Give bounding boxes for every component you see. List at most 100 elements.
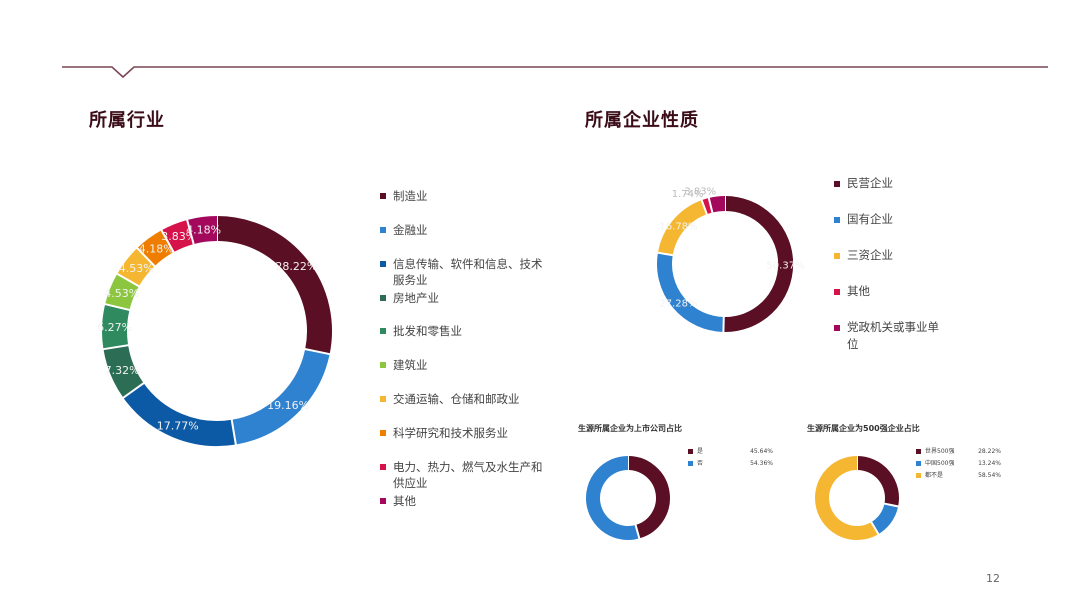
legend-swatch bbox=[380, 464, 386, 470]
legend-item: 其他 bbox=[380, 493, 550, 509]
legend-label: 信息传输、软件和信息、技术服务业 bbox=[393, 257, 543, 287]
data-label: 6.27% bbox=[97, 321, 132, 334]
data-label: 27.28% bbox=[659, 299, 697, 310]
industry-donut: 28.22% 19.16% 17.77% 7.32% 6.27% 4.53% 4.53% 4.… bbox=[97, 215, 332, 446]
nature-title: 所属企业性质 bbox=[585, 110, 699, 131]
legend-item: 交通运输、仓储和邮政业 bbox=[380, 391, 550, 424]
slice-2 bbox=[231, 348, 330, 445]
legend-swatch bbox=[916, 473, 921, 478]
legend-swatch bbox=[834, 253, 840, 259]
legend-label: 制造业 bbox=[393, 189, 428, 203]
slice-3 bbox=[123, 382, 236, 446]
slice-separator bbox=[160, 228, 175, 254]
slice-1 bbox=[856, 456, 899, 507]
slice-separator bbox=[707, 196, 714, 214]
legend-item: 都不是 58.54% bbox=[916, 472, 1001, 484]
listed-donut bbox=[586, 455, 670, 540]
nature-legend: 民营企业国有企业 三资企业其他党政机关或事业单位 bbox=[834, 175, 944, 355]
legend-swatch bbox=[916, 449, 921, 454]
legend-swatch bbox=[834, 325, 840, 331]
slice-separator bbox=[103, 302, 131, 312]
listed-legend: 是 45.64% 否 54.36% bbox=[688, 448, 773, 472]
legend-item: 党政机关或事业单位 bbox=[834, 319, 944, 355]
legend-item: 国有企业 bbox=[834, 211, 944, 247]
legend-item: 其他 bbox=[834, 283, 944, 319]
legend-swatch bbox=[834, 181, 840, 187]
legend-percent: 28.22% bbox=[978, 448, 1001, 455]
legend-swatch bbox=[834, 217, 840, 223]
slice-separator bbox=[115, 272, 141, 288]
slice-1 bbox=[723, 195, 794, 332]
legend-swatch bbox=[380, 328, 386, 334]
legend-label: 世界500强 bbox=[925, 448, 955, 455]
legend-item: 三资企业 bbox=[834, 247, 944, 283]
legend-label: 电力、热力、燃气及水生产和供应业 bbox=[393, 460, 543, 490]
legend-item: 制造业 bbox=[380, 188, 550, 221]
data-label: 19.16% bbox=[267, 399, 309, 412]
legend-label: 金融业 bbox=[393, 223, 428, 237]
legend-label: 其他 bbox=[847, 284, 870, 298]
data-label: 28.22% bbox=[275, 260, 317, 273]
header-rule bbox=[62, 66, 1048, 79]
slice-separator bbox=[185, 218, 195, 246]
slice-5 bbox=[102, 304, 130, 350]
legend-percent: 13.24% bbox=[978, 460, 1001, 467]
top500-donut bbox=[815, 455, 900, 540]
legend-item: 否 54.36% bbox=[688, 460, 773, 472]
legend-label: 建筑业 bbox=[393, 358, 428, 372]
legend-swatch bbox=[380, 362, 386, 368]
legend-label: 科学研究和技术服务业 bbox=[393, 426, 508, 440]
listed-title: 生源所属企业为上市公司占比 bbox=[578, 424, 682, 433]
data-label: 3.83% bbox=[161, 230, 196, 243]
slice-2 bbox=[657, 252, 725, 332]
legend-label: 党政机关或事业单位 bbox=[847, 320, 939, 351]
slice-separator bbox=[634, 523, 641, 540]
slice-1 bbox=[627, 456, 670, 539]
legend-swatch bbox=[380, 430, 386, 436]
legend-item: 金融业 bbox=[380, 222, 550, 255]
legend-swatch bbox=[380, 193, 386, 199]
slice-1 bbox=[216, 216, 332, 355]
legend-swatch bbox=[380, 498, 386, 504]
slice-separator bbox=[700, 198, 709, 216]
legend-label: 是 bbox=[697, 448, 704, 455]
industry-legend: 制造业金融业信息传输、软件和信息、技术服务业房地产业批发和零售业建筑业交通运输、… bbox=[380, 188, 550, 510]
legend-swatch bbox=[916, 461, 921, 466]
slice-5 bbox=[708, 196, 726, 213]
slice-separator bbox=[869, 520, 880, 536]
legend-item: 是 45.64% bbox=[688, 448, 773, 460]
slice-3 bbox=[657, 200, 708, 256]
legend-item: 批发和零售业 bbox=[380, 323, 550, 356]
legend-label: 交通运输、仓储和邮政业 bbox=[393, 392, 520, 406]
legend-label: 民营企业 bbox=[847, 176, 893, 190]
legend-label: 都不是 bbox=[925, 472, 944, 479]
data-label: 4.53% bbox=[104, 287, 139, 300]
legend-swatch bbox=[380, 227, 386, 233]
data-label: 4.18% bbox=[139, 243, 174, 256]
top500-title: 生源所属企业为500强企业占比 bbox=[807, 424, 920, 433]
nature-donut: 50.37% 27.28% 16.78% 1.74%3.83% bbox=[656, 187, 805, 334]
data-label: 17.77% bbox=[157, 420, 199, 433]
slice-separator bbox=[303, 347, 331, 356]
legend-swatch bbox=[380, 396, 386, 402]
legend-label: 房地产业 bbox=[393, 291, 439, 305]
slice-separator bbox=[135, 246, 157, 268]
slice-separator bbox=[102, 344, 130, 351]
slice-separator bbox=[883, 502, 900, 508]
legend-label: 三资企业 bbox=[847, 248, 893, 262]
data-label: 16.78% bbox=[659, 221, 697, 232]
legend-item: 电力、热力、燃气及水生产和供应业 bbox=[380, 459, 550, 492]
slice-separator bbox=[121, 381, 146, 400]
slice-separator bbox=[656, 251, 674, 257]
industry-title: 所属行业 bbox=[89, 110, 165, 131]
data-label: 7.32% bbox=[105, 364, 140, 377]
legend-swatch bbox=[834, 289, 840, 295]
legend-label: 否 bbox=[697, 460, 704, 467]
legend-swatch bbox=[380, 261, 386, 267]
legend-item: 民营企业 bbox=[834, 175, 944, 211]
legend-percent: 45.64% bbox=[750, 448, 773, 455]
legend-swatch bbox=[688, 461, 693, 466]
legend-item: 房地产业 bbox=[380, 290, 550, 322]
legend-label: 其他 bbox=[393, 494, 416, 508]
top500-legend: 世界500强 28.22% 中国500强 13.24% 都不是 58.54% bbox=[916, 448, 1001, 484]
